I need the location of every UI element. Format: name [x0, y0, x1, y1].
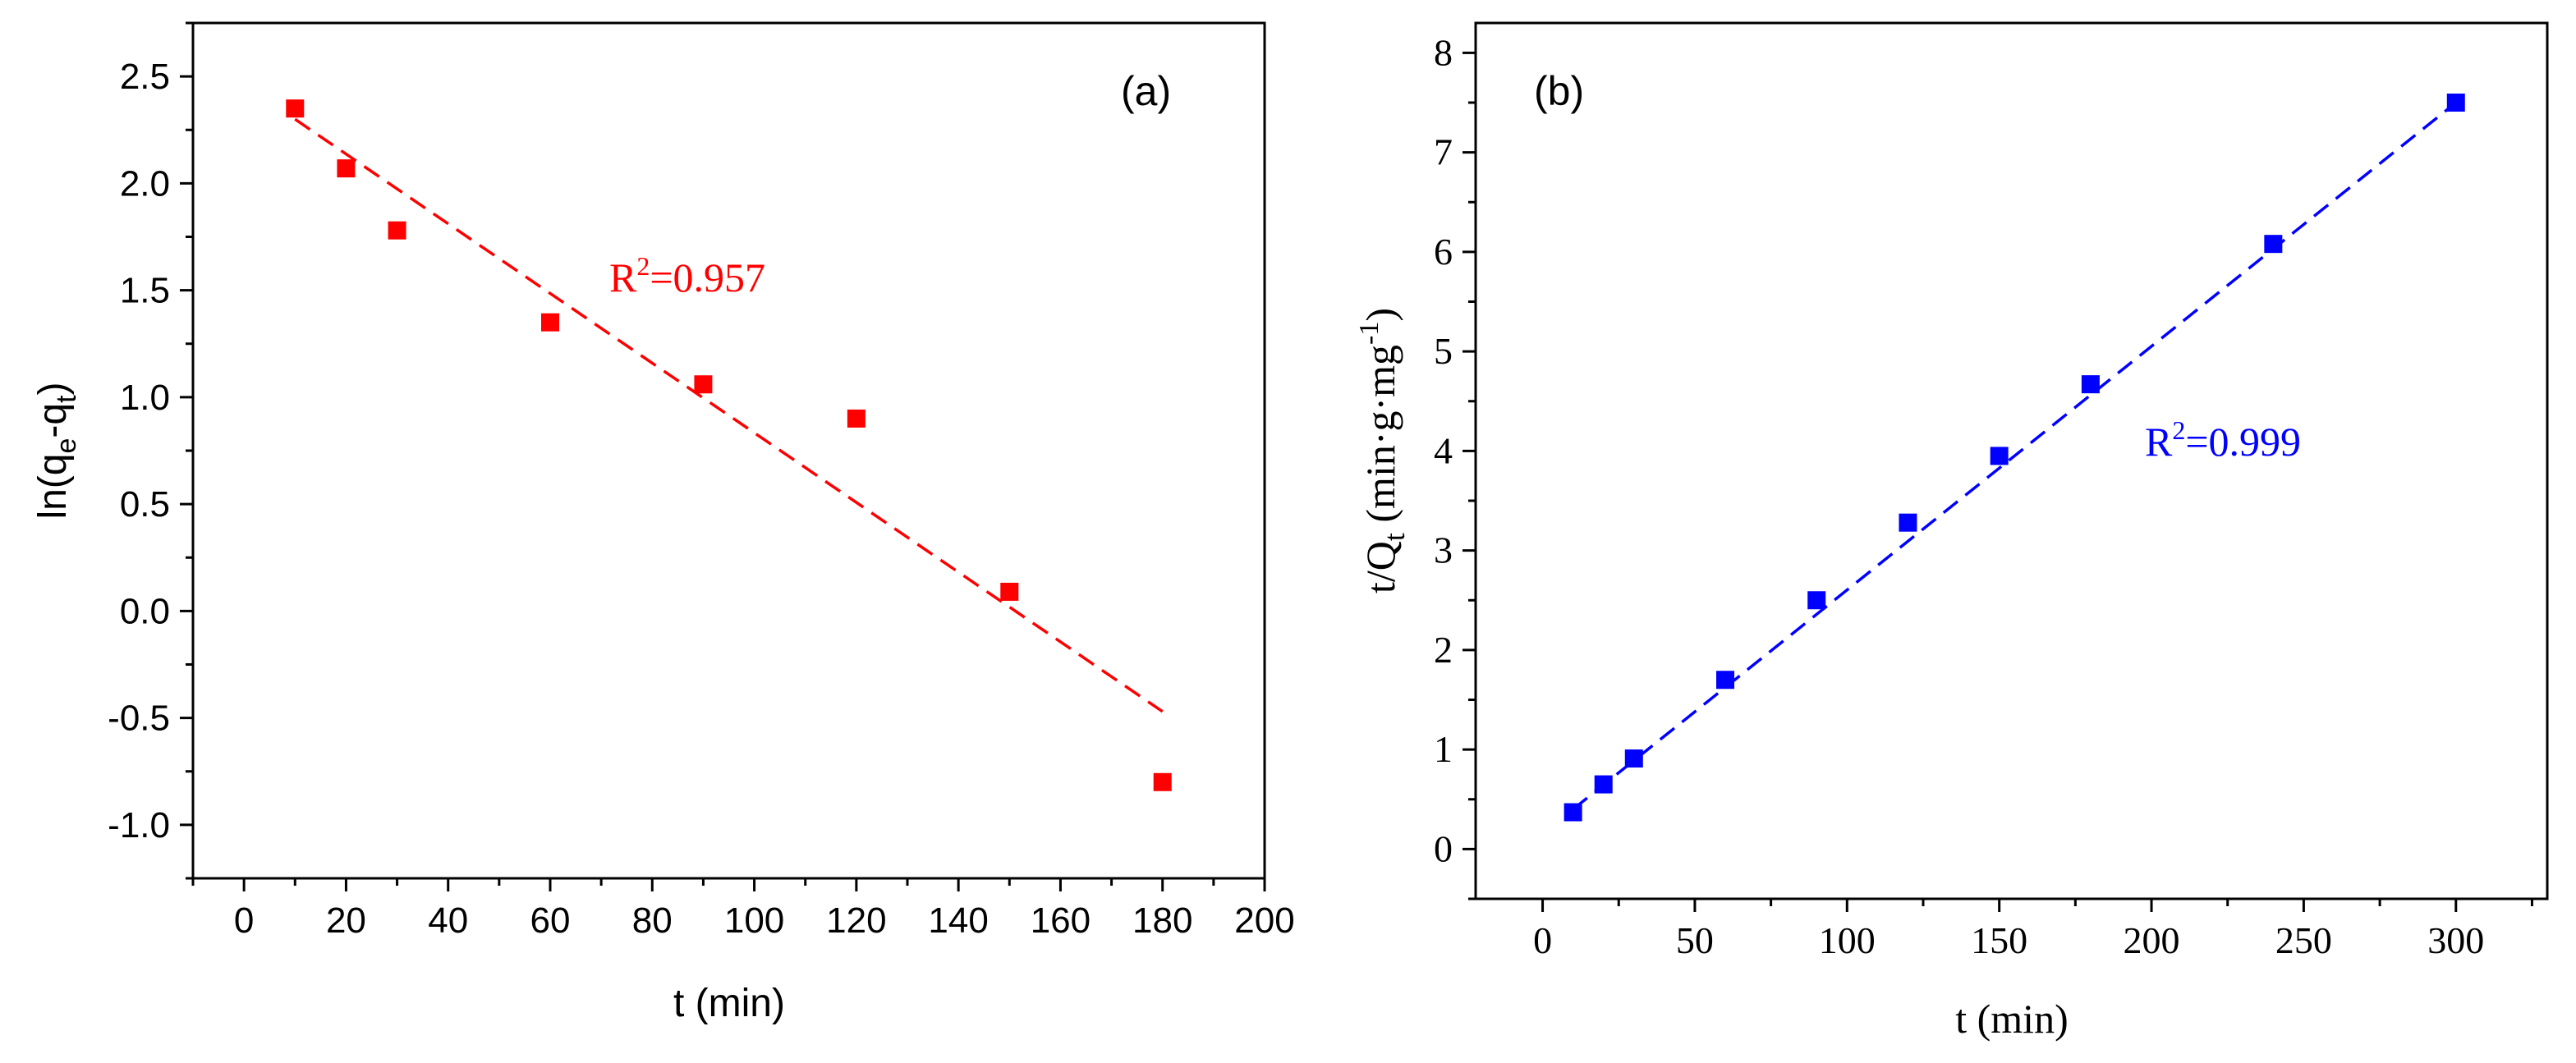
a-x-tick-label: 200 [1234, 900, 1294, 941]
b-x-tick-label: 0 [1533, 919, 1552, 961]
a-y-tick-label: 2.0 [120, 163, 170, 204]
panel-a-label: (a) [1121, 68, 1171, 114]
panel-b-ticks: 0 50 100 150 200 250 300 0 1 2 3 4 5 6 7 8 [1434, 31, 2533, 961]
b-y-tick-label: 7 [1434, 131, 1453, 173]
b-data-point [1594, 775, 1613, 794]
b-y-tick-label: 0 [1434, 827, 1453, 869]
a-x-tick-label: 40 [428, 900, 468, 941]
b-data-point [1990, 447, 2009, 465]
panel-b-label: (b) [1534, 68, 1584, 114]
a-y-tick-label: -0.5 [108, 699, 170, 739]
a-x-tick-label: 180 [1132, 900, 1192, 941]
b-y-tick-label: 1 [1434, 728, 1453, 770]
b-data-point [1716, 671, 1735, 690]
b-y-tick-label: 5 [1434, 330, 1453, 372]
panel-a-r2-annotation: R2=0.957 [609, 251, 765, 300]
a-data-point [1000, 582, 1019, 601]
a-data-point [694, 375, 713, 394]
panel-a-points [286, 99, 1172, 791]
b-y-tick-label: 8 [1434, 31, 1453, 73]
a-data-point [541, 313, 559, 332]
a-y-tick-label: 0.0 [120, 591, 170, 631]
a-x-tick-label: 140 [928, 900, 988, 941]
a-y-tick-label: 2.5 [120, 57, 170, 97]
panel-b-frame [1474, 21, 2549, 900]
panel-a-y-axis-title: ln(qe-qt) [31, 382, 82, 519]
a-y-tick-label: 1.0 [120, 378, 170, 418]
a-x-tick-label: 100 [724, 900, 784, 941]
a-y-tick-label: -1.0 [108, 805, 170, 845]
b-x-tick-label: 100 [1819, 919, 1876, 961]
a-y-tick-label: 1.5 [120, 271, 170, 311]
b-data-point [1564, 803, 1582, 822]
a-data-point [388, 221, 406, 240]
a-x-tick-label: 0 [234, 900, 254, 941]
panel-a-fit-line [294, 117, 1164, 713]
a-data-point [286, 99, 305, 118]
b-data-point [1624, 749, 1643, 768]
b-y-tick-label: 3 [1434, 529, 1453, 571]
panel-a-frame [191, 21, 1266, 880]
a-data-point [337, 159, 356, 178]
b-data-point [2264, 235, 2283, 254]
panel-b-fit-line [1572, 101, 2457, 811]
panel-b-y-axis-title: t/Qt (min·g·mg-1) [1354, 308, 1411, 593]
a-data-point [1153, 772, 1172, 791]
b-data-point [1807, 591, 1826, 610]
b-x-tick-label: 150 [1971, 919, 2027, 961]
panel-b: 0 50 100 150 200 250 300 0 1 2 3 4 5 6 7 8 (b) R2=0.999… [1354, 21, 2549, 1042]
a-x-tick-label: 60 [530, 900, 571, 941]
panel-a-x-axis-title: t (min) [673, 982, 785, 1025]
a-x-tick-label: 80 [632, 900, 673, 941]
a-x-tick-label: 120 [826, 900, 886, 941]
b-x-tick-label: 200 [2124, 919, 2180, 961]
b-y-tick-label: 4 [1434, 429, 1453, 471]
b-data-point [1899, 513, 1917, 532]
b-y-tick-label: 2 [1434, 629, 1453, 671]
panel-b-r2-annotation: R2=0.999 [2145, 415, 2301, 465]
b-x-tick-label: 250 [2275, 919, 2332, 961]
b-y-tick-label: 6 [1434, 231, 1453, 273]
a-data-point [847, 409, 866, 428]
a-x-tick-label: 20 [326, 900, 366, 941]
panel-b-x-axis-title: t (min) [1955, 996, 2068, 1042]
b-x-tick-label: 50 [1676, 919, 1714, 961]
b-x-tick-label: 300 [2427, 919, 2484, 961]
panel-a: 0 20 40 60 80 100 120 140 160 180 200 -1.0 -0.5 0.0 0.… [31, 21, 1295, 1025]
a-x-tick-label: 160 [1031, 900, 1091, 941]
b-data-point [2446, 94, 2465, 112]
b-fit-line-path [1572, 101, 2457, 811]
a-y-tick-label: 0.5 [120, 484, 170, 525]
a-fit-line-path [294, 117, 1164, 713]
panel-b-points [1564, 94, 2465, 822]
panel-a-ticks: 0 20 40 60 80 100 120 140 160 180 200 -1.0 -0.5 0.0 0.… [108, 21, 1295, 941]
b-data-point [2081, 375, 2100, 394]
